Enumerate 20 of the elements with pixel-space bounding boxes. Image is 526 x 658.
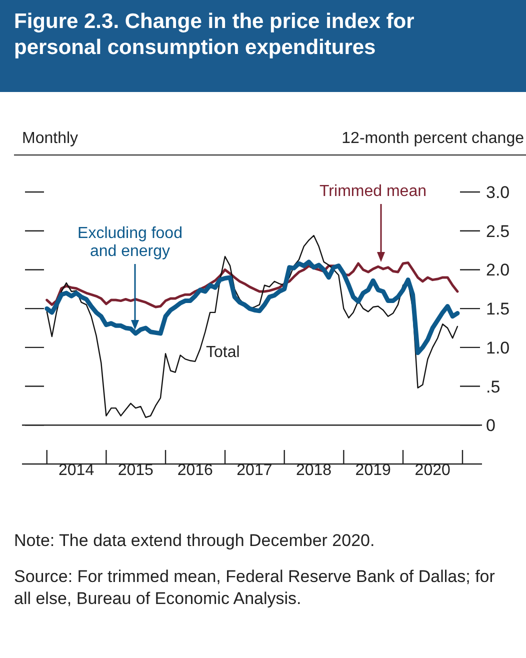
y-tick-label: 0 [486, 416, 496, 436]
annotation: Excluding food and energy [78, 225, 182, 260]
y-tick-label: 3.0 [486, 183, 510, 202]
annotation: Total [206, 344, 240, 361]
y-tick-label: 2.5 [486, 222, 510, 241]
x-tick-label: 2018 [296, 462, 332, 480]
text: Note: The data extend through December 2020. [14, 531, 375, 550]
annotation: Trimmed mean [320, 183, 426, 200]
text: Monthly [22, 130, 78, 147]
x-tick-label: 2016 [177, 462, 214, 480]
x-tick-label: 2019 [355, 462, 391, 480]
y-tick-label: .5 [486, 377, 500, 396]
y-tick-label: 2.0 [486, 260, 510, 280]
x-tick-label: 2014 [58, 462, 94, 480]
chart-title: Figure 2.3. Change in the price index for personal consumption expenditures [14, 10, 414, 59]
y-tick-label: 1.0 [486, 338, 510, 358]
source-note: Source: For trimmed mean, Federal Reserve Bank of Dallas; for all else, Bureau of Economic Analysis. [14, 567, 496, 608]
y-tick-label: 1.5 [486, 300, 510, 319]
line-series [44, 260, 460, 356]
y-axis-title: 12-month percent change [342, 130, 524, 147]
